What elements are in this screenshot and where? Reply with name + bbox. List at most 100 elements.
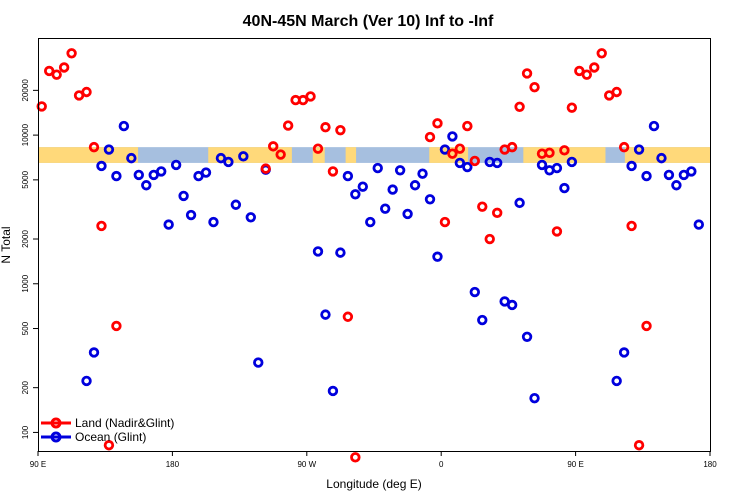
ocean-point (521, 331, 533, 342)
land-point (439, 216, 451, 228)
legend-land-label: Land (Nadir&Glint) (75, 416, 174, 430)
ocean-point (96, 160, 107, 172)
ocean-point (387, 184, 398, 195)
land-point (275, 149, 286, 160)
land-point (506, 141, 518, 153)
ocean-point (372, 162, 383, 174)
ocean-point (394, 165, 406, 176)
land-point (514, 101, 525, 113)
legend-ocean-label: Ocean (Glint) (75, 430, 146, 444)
ocean-point (559, 182, 570, 194)
y-tick-label: 10000 (21, 123, 30, 146)
ocean-point (492, 157, 503, 169)
legend: Land (Nadir&Glint) Ocean (Glint) (41, 416, 174, 444)
y-tick-label: 200 (21, 380, 30, 394)
ocean-point (551, 162, 563, 174)
land-point (44, 65, 55, 77)
legend-land-marker (50, 417, 62, 429)
land-point (626, 220, 637, 232)
ocean-point (648, 120, 660, 132)
y-tick-label: 1000 (21, 274, 30, 292)
y-tick-label: 2000 (21, 230, 30, 248)
land-point (581, 69, 592, 80)
ocean-point (312, 246, 324, 257)
ocean-point (215, 152, 227, 164)
land-point (574, 65, 585, 77)
ocean-point (514, 197, 525, 209)
band-land-segment (624, 147, 710, 163)
land-point (350, 452, 361, 463)
land-point (36, 101, 47, 112)
ocean-point (208, 216, 219, 228)
land-point (529, 82, 540, 93)
land-point (342, 311, 354, 322)
land-point (596, 48, 607, 59)
x-axis: 90 E 180 90 W 0 90 E 180 (30, 451, 717, 469)
ocean-point (223, 156, 234, 168)
ocean-point (163, 219, 174, 230)
ocean-point (626, 160, 637, 172)
ocean-point (409, 180, 421, 191)
ocean-point (447, 131, 458, 142)
ocean-point (462, 161, 473, 173)
land-point (521, 68, 533, 79)
land-point (312, 143, 324, 154)
band-ocean (38, 147, 710, 163)
ocean-point (133, 169, 144, 181)
ocean-point (253, 357, 264, 368)
ocean-point (656, 152, 667, 164)
ocean-point (506, 299, 518, 311)
land-point (335, 124, 346, 136)
land-point (618, 141, 630, 153)
x-axis-label: Longitude (deg E) (326, 477, 421, 491)
land-point (566, 102, 578, 113)
ocean-point (671, 180, 682, 191)
ocean-point (402, 208, 413, 220)
land-point (88, 141, 100, 153)
ocean-point (618, 347, 630, 358)
ocean-point (469, 286, 480, 298)
ocean-point (686, 166, 697, 177)
land-point (469, 155, 480, 167)
ocean-point (245, 212, 256, 223)
land-point (641, 320, 652, 332)
ocean-point (633, 144, 645, 155)
plot-frame (38, 38, 711, 452)
ocean-point (170, 159, 182, 171)
land-point (454, 143, 466, 154)
land-point (327, 166, 339, 177)
ocean-point (320, 309, 331, 320)
band-land-segment (312, 147, 325, 163)
ocean-point (342, 170, 354, 182)
ocean-point (185, 209, 197, 221)
coverage-band (38, 147, 710, 163)
land-point (432, 118, 443, 129)
ocean-point (238, 151, 249, 162)
ocean-point (126, 152, 137, 164)
x-tick-label: 180 (166, 460, 180, 469)
x-tick-label: 180 (703, 460, 717, 469)
land-point (492, 207, 503, 219)
ocean-point (693, 219, 704, 230)
land-point (111, 320, 122, 332)
ocean-point (335, 247, 346, 258)
band-land-segment (345, 147, 357, 163)
ocean-point (357, 181, 368, 192)
land-point (51, 69, 62, 80)
land-point (58, 62, 70, 73)
ocean-series (81, 120, 704, 404)
ocean-point (611, 375, 622, 387)
land-point (589, 62, 600, 73)
y-tick-label: 20000 (21, 79, 30, 102)
land-point (462, 120, 473, 132)
ocean-point (230, 199, 242, 210)
ocean-point (327, 385, 339, 397)
land-point (551, 226, 563, 237)
land-point (559, 145, 570, 156)
ocean-point (380, 203, 391, 214)
x-tick-label: 90 E (30, 460, 46, 469)
ocean-point (663, 169, 675, 181)
ocean-point (536, 159, 548, 171)
land-series (36, 48, 652, 463)
